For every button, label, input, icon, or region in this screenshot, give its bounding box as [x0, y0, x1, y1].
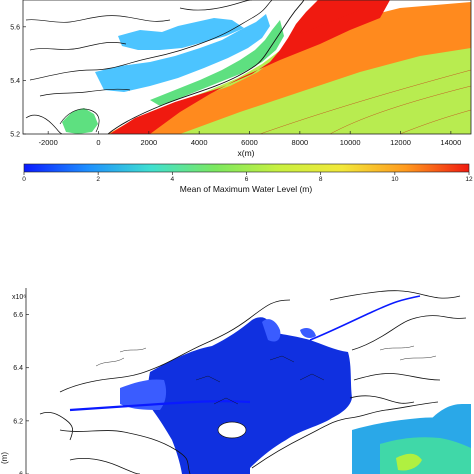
- top-map-panel: -2000 0 2000 4000 6000 8000 10000 12000 14000 5.…: [10, 0, 472, 158]
- inundation-northeast: [262, 319, 316, 342]
- transition-region: [108, 2, 471, 134]
- top-x-tick-label: 4000: [191, 138, 208, 147]
- colorbar-tick-label: 0: [22, 176, 26, 183]
- colorbar-tick-label: 6: [245, 176, 249, 183]
- colorbar-ticks: 0 2 4 6 8 10 12: [22, 172, 473, 183]
- top-x-tick-label: -2000: [39, 138, 58, 147]
- inundation-west: [120, 379, 167, 410]
- colorbar-tick-label: 10: [391, 176, 399, 183]
- colorbar-bar: [23, 163, 470, 173]
- inner-bay-north: [118, 18, 244, 50]
- small-cove: [62, 108, 98, 134]
- top-x-tick-label: 12000: [390, 138, 411, 147]
- colorbar-tick-label: 4: [171, 176, 175, 183]
- colorbar-tick-label: 8: [319, 176, 323, 183]
- bottom-map-panel: 6 6.2 6.4 6.6 x10⁶ (m): [0, 288, 471, 474]
- top-x-tick-label: 8000: [292, 138, 309, 147]
- top-y-tick-labels: 5.2 5.4 5.6: [10, 24, 26, 139]
- top-y-tick-label: 5.6: [10, 24, 20, 31]
- inundation-region: [147, 317, 352, 474]
- top-x-tick-label: 0: [96, 138, 100, 147]
- top-y-tick-label: 5.4: [10, 78, 20, 85]
- river-channel: [69, 400, 251, 412]
- bottom-map-field: [26, 288, 471, 474]
- sea-high: [396, 453, 422, 471]
- bottom-y-axis-label: (m): [0, 452, 9, 464]
- bottom-inland-contours: [95, 345, 437, 405]
- sea-east: [430, 404, 471, 430]
- offshore-contours: [259, 69, 471, 134]
- top-x-tick-label: 10000: [340, 138, 361, 147]
- top-x-axis-label: x(m): [238, 148, 255, 158]
- coastline-inner: [25, 0, 273, 134]
- offshore-red-top: [300, 0, 380, 34]
- bottom-y-tick-label: 6.6: [13, 312, 23, 319]
- bottom-y-tick-label: 6: [19, 472, 23, 474]
- top-plot-frame: [22, 0, 472, 135]
- inner-bay-region: [95, 14, 270, 92]
- bottom-coastline: [39, 290, 467, 474]
- sea-mid: [380, 437, 471, 474]
- colorbar-label: Mean of Maximum Water Level (m): [180, 184, 313, 194]
- coastal-band: [150, 20, 284, 106]
- top-x-tick-label: 2000: [140, 138, 157, 147]
- colorbar-tick-label: 12: [465, 176, 473, 183]
- coastline: [107, 0, 305, 134]
- top-y-tick-label: 5.2: [10, 132, 20, 139]
- colorbar-tick-label: 2: [96, 176, 100, 183]
- bottom-y-tick-labels: 6 6.2 6.4 6.6: [13, 312, 29, 474]
- bottom-y-tick-label: 6.4: [13, 365, 23, 372]
- inner-island: [217, 421, 247, 439]
- top-x-tick-labels: -2000 0 2000 4000 6000 8000 10000 12000 14000: [39, 131, 461, 147]
- colorbar: 0 2 4 6 8 10 12 Mean of Maximum Water Level (m…: [22, 163, 473, 194]
- bottom-y-tick-label: 6.2: [13, 418, 23, 425]
- bottom-y-exponent: x10⁶: [12, 294, 26, 301]
- high-water-region: [110, 0, 390, 134]
- top-x-tick-label: 14000: [440, 138, 461, 147]
- river-north: [309, 295, 421, 341]
- top-x-tick-label: 6000: [241, 138, 258, 147]
- top-map-field: [23, 0, 471, 134]
